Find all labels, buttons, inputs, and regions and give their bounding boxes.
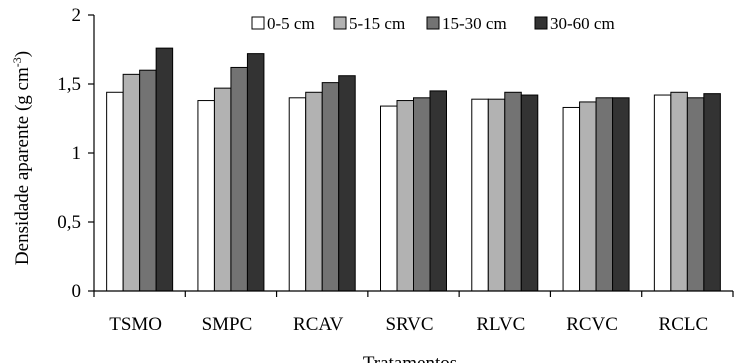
bar-srvc-series-3 bbox=[429, 90, 447, 292]
bar-rclc-series-2 bbox=[686, 97, 705, 292]
bar-rcav-series-1 bbox=[305, 91, 323, 292]
legend-label: 30-60 cm bbox=[550, 14, 615, 33]
legend-item: 5-15 cm bbox=[333, 14, 405, 33]
legend-swatch bbox=[251, 16, 265, 30]
x-tick-label: RCVC bbox=[566, 314, 618, 335]
bar-rlvc-series-3 bbox=[520, 94, 539, 292]
bar-rlvc-series-0 bbox=[471, 98, 489, 292]
y-axis-label: Densidade aparente (g cm-3) bbox=[10, 51, 33, 265]
bar-rclc-series-1 bbox=[670, 91, 688, 292]
legend-item: 0-5 cm bbox=[251, 14, 315, 33]
x-tick-label: SRVC bbox=[385, 314, 433, 335]
bar-rcav-series-2 bbox=[321, 82, 340, 292]
legend: 0-5 cm 5-15 cm 15-30 cm 30-60 cm bbox=[251, 14, 615, 33]
y-tick-label: 1 bbox=[72, 143, 82, 164]
bars-group bbox=[106, 47, 721, 292]
bar-rclc-series-3 bbox=[703, 93, 721, 292]
bar-rcav-series-3 bbox=[338, 75, 356, 292]
legend-item: 30-60 cm bbox=[534, 14, 615, 33]
y-tick-label: 0,5 bbox=[57, 212, 81, 233]
x-tick-label: SMPC bbox=[202, 314, 253, 335]
legend-label: 5-15 cm bbox=[349, 14, 405, 33]
bar-rcvc-series-2 bbox=[595, 97, 614, 292]
x-tick-label: RLVC bbox=[476, 314, 525, 335]
legend-item: 15-30 cm bbox=[426, 14, 507, 33]
legend-label: 15-30 cm bbox=[442, 14, 507, 33]
bar-srvc-series-0 bbox=[380, 105, 398, 292]
bar-tsmo-series-2 bbox=[139, 69, 157, 292]
x-tick-label: RCAV bbox=[293, 314, 344, 335]
y-tick-label: 1,5 bbox=[57, 74, 81, 95]
bar-rclc-series-0 bbox=[653, 94, 672, 292]
bar-rcvc-series-0 bbox=[562, 106, 581, 292]
bar-rlvc-series-1 bbox=[487, 98, 506, 292]
axes-group: 0 0,5 1 1,5 2 TSMO SMPC RCAV SRVC RLVC RCVC RCLC bbox=[57, 5, 734, 335]
bar-smpc-series-2 bbox=[230, 66, 248, 292]
bar-smpc-series-0 bbox=[197, 100, 215, 292]
y-tick-label: 2 bbox=[72, 5, 82, 26]
bar-tsmo-series-0 bbox=[106, 91, 124, 292]
bar-srvc-series-2 bbox=[413, 97, 431, 292]
legend-label: 0-5 cm bbox=[267, 14, 315, 33]
legend-swatch bbox=[333, 16, 347, 30]
bar-srvc-series-1 bbox=[396, 100, 414, 292]
legend-swatch bbox=[426, 16, 440, 30]
bar-smpc-series-3 bbox=[246, 53, 265, 292]
bar-rcav-series-0 bbox=[288, 97, 307, 292]
legend-swatch bbox=[534, 16, 548, 30]
bar-rlvc-series-2 bbox=[504, 91, 522, 292]
bar-smpc-series-1 bbox=[213, 87, 232, 292]
bar-rcvc-series-3 bbox=[612, 97, 630, 292]
bar-tsmo-series-3 bbox=[155, 47, 174, 292]
x-tick-label: RCLC bbox=[659, 314, 709, 335]
y-tick-label: 0 bbox=[72, 281, 82, 302]
x-tick-label: TSMO bbox=[109, 314, 162, 335]
x-axis-label: Tratamentos bbox=[363, 353, 457, 363]
bar-rcvc-series-1 bbox=[579, 101, 597, 292]
bar-tsmo-series-1 bbox=[122, 73, 141, 292]
